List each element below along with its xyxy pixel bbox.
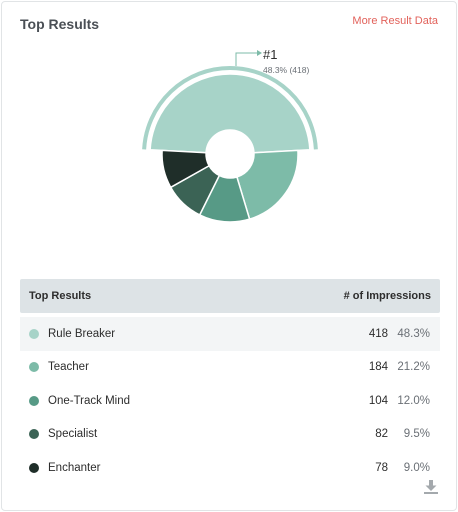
more-result-data-link[interactable]: More Result Data xyxy=(352,15,438,27)
results-pie-chart: #1 48.3% (418) xyxy=(142,47,318,223)
legend-dot xyxy=(29,429,39,440)
pie-slice-rule-breaker[interactable] xyxy=(149,73,311,154)
pie-slice-enchanter[interactable] xyxy=(161,149,211,189)
table-row[interactable]: Specialist 82 9.5% xyxy=(20,418,440,452)
table-row[interactable]: Rule Breaker 418 48.3% xyxy=(20,317,440,351)
row-percent: 12.0% xyxy=(397,394,430,407)
row-count: 78 xyxy=(375,461,388,474)
table-row[interactable]: Enchanter 78 9.0% xyxy=(20,451,440,485)
card-title: Top Results xyxy=(20,16,100,32)
legend-dot xyxy=(29,462,39,473)
row-percent: 48.3% xyxy=(397,327,430,340)
row-label: Rule Breaker xyxy=(48,327,116,340)
row-count: 104 xyxy=(368,394,388,407)
row-count: 184 xyxy=(368,361,388,374)
callout-arrow xyxy=(257,50,262,56)
callout-detail: 48.3% (418) xyxy=(263,65,309,75)
pie-slices xyxy=(149,73,311,223)
row-label: One-Track Mind xyxy=(48,394,131,407)
row-percent: 9.0% xyxy=(403,461,430,474)
callout-line xyxy=(235,52,257,66)
legend-dot xyxy=(29,328,39,339)
legend-dot xyxy=(29,362,39,373)
pie-slice-teacher[interactable] xyxy=(235,149,299,221)
callout-rank: #1 xyxy=(263,47,277,62)
results-table: Top Results # of Impressions Rule Breake… xyxy=(20,279,440,485)
row-label: Enchanter xyxy=(48,461,101,474)
legend-dot xyxy=(29,395,39,406)
download-icon[interactable] xyxy=(424,480,438,494)
table-row[interactable]: Teacher 184 21.2% xyxy=(20,351,440,385)
row-percent: 9.5% xyxy=(403,428,430,441)
row-label: Specialist xyxy=(48,428,98,441)
header-impressions: # of Impressions xyxy=(343,290,431,302)
table-row[interactable]: One-Track Mind 104 12.0% xyxy=(20,384,440,418)
row-percent: 21.2% xyxy=(397,361,430,374)
row-count: 82 xyxy=(375,428,388,441)
row-count: 418 xyxy=(368,327,388,340)
highlight-arc xyxy=(142,66,318,150)
table-header: Top Results # of Impressions xyxy=(20,279,440,313)
row-label: Teacher xyxy=(48,361,89,374)
header-top-results: Top Results xyxy=(29,290,92,302)
